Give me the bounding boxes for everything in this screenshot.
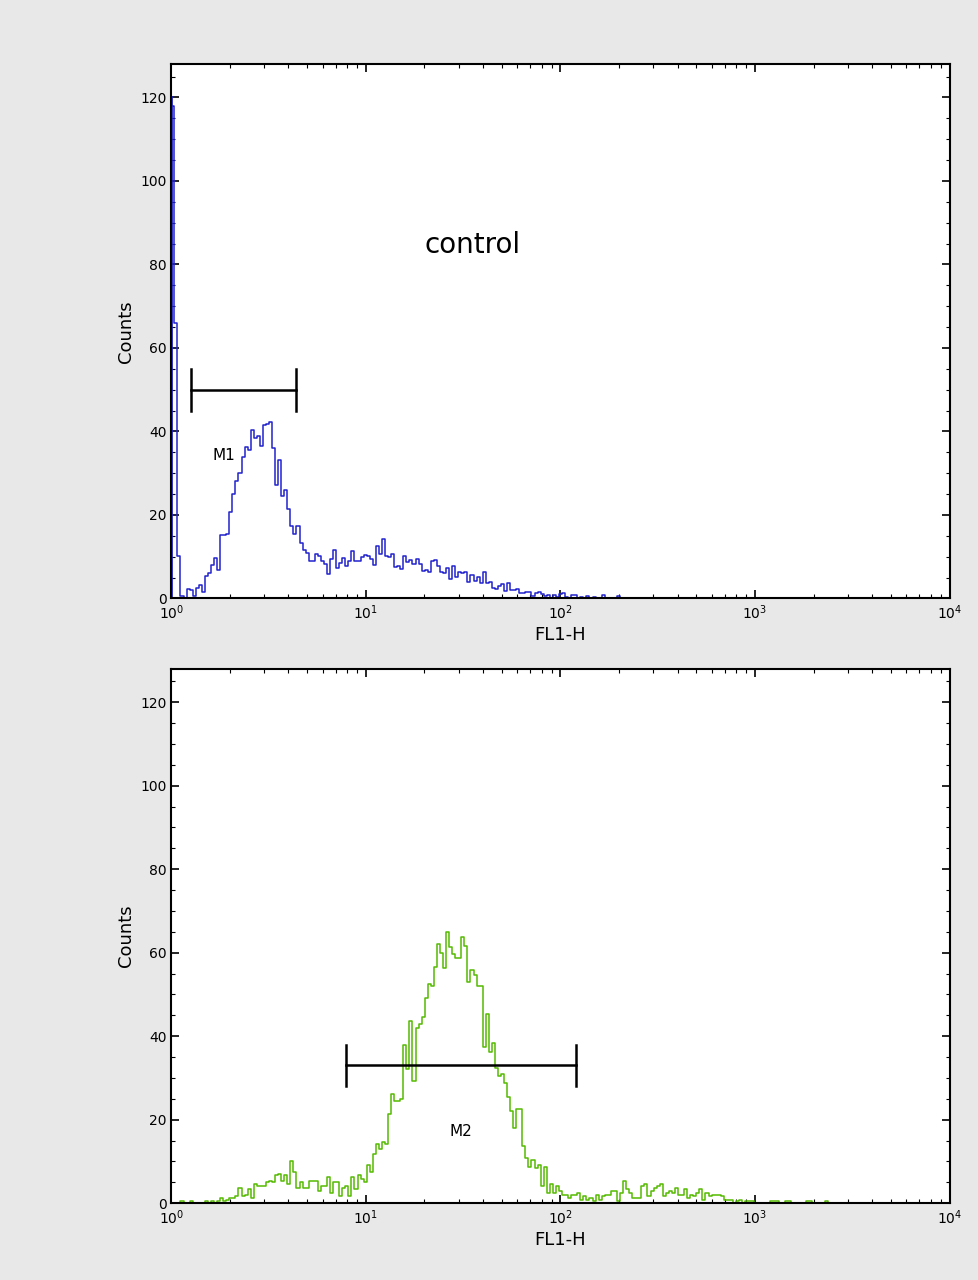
Y-axis label: Counts: Counts <box>116 905 134 968</box>
Text: M1: M1 <box>212 448 235 463</box>
Text: control: control <box>423 230 520 259</box>
Y-axis label: Counts: Counts <box>116 300 134 362</box>
X-axis label: FL1-H: FL1-H <box>534 626 586 644</box>
X-axis label: FL1-H: FL1-H <box>534 1231 586 1249</box>
Text: M2: M2 <box>450 1124 472 1139</box>
